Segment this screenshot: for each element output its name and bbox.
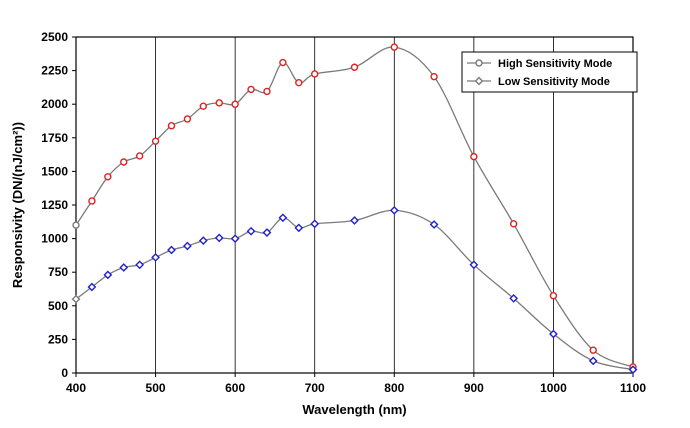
y-tick-label: 0: [61, 366, 68, 380]
data-point: [246, 226, 256, 236]
y-tick-label: 1750: [41, 131, 68, 145]
data-point: [470, 152, 478, 161]
data-point: [262, 228, 272, 237]
data-point: [628, 365, 638, 375]
x-tick-label: 600: [225, 381, 245, 395]
data-point: [310, 219, 320, 229]
x-tick-label: 1000: [540, 381, 567, 395]
legend-marker: [475, 59, 483, 67]
data-point: [430, 72, 438, 81]
data-point: [87, 282, 97, 292]
data-point: [509, 220, 518, 228]
data-point: [247, 85, 255, 94]
data-point: [135, 152, 144, 160]
data-point: [167, 122, 176, 130]
data-point: [549, 329, 558, 339]
data-point: [429, 220, 439, 229]
data-point: [278, 213, 288, 223]
legend-label: Low Sensitivity Mode: [498, 76, 610, 88]
y-tick-label: 1500: [41, 164, 68, 178]
data-point: [151, 253, 160, 262]
data-point: [231, 100, 239, 108]
series-high-sensitivity: [72, 43, 637, 371]
data-point: [214, 233, 224, 243]
data-point: [215, 99, 223, 107]
data-point: [167, 245, 176, 255]
data-point: [183, 115, 192, 123]
data-point: [295, 78, 303, 87]
data-point: [120, 158, 128, 166]
y-tick-label: 1000: [41, 232, 68, 246]
y-tick-labels: 0 250 500 750 1000 1250 1500 1750 2000 2250 2500: [41, 30, 76, 380]
x-tick-label: 800: [384, 381, 404, 395]
legend: High Sensitivity Mode Low Sensitivity Mod…: [461, 51, 638, 93]
x-tick-label: 1100: [620, 381, 646, 395]
data-point: [88, 197, 96, 205]
legend-label: High Sensitivity Mode: [498, 58, 612, 70]
legend-item: High Sensitivity Mode: [467, 58, 612, 70]
x-axis-title: Wavelength (nm): [302, 402, 406, 417]
data-point: [294, 223, 304, 233]
grid: [75, 37, 634, 373]
data-point: [549, 292, 558, 300]
data-point: [390, 43, 398, 51]
legend-marker: [474, 76, 484, 86]
data-point: [104, 173, 112, 181]
y-tick-label: 500: [48, 299, 68, 313]
data-point: [199, 102, 208, 110]
legend-box: [461, 51, 638, 93]
data-point: [350, 216, 359, 225]
data-point: [135, 260, 145, 270]
data-point: [509, 294, 519, 303]
y-axis-title: Responsivity (DN/(nJ/cm²)): [10, 122, 25, 288]
data-point: [119, 263, 129, 272]
y-tick-label: 1250: [41, 198, 68, 212]
data-point: [389, 205, 399, 215]
data-point: [198, 236, 208, 246]
x-tick-labels: 400 500 600 700 800 900 1000 1100: [66, 373, 646, 395]
y-tick-label: 250: [48, 332, 68, 346]
data-point: [311, 70, 319, 78]
legend-item: Low Sensitivity Mode: [467, 76, 610, 88]
x-tick-label: 700: [305, 381, 325, 395]
data-point: [279, 58, 287, 67]
x-tick-label: 400: [66, 381, 86, 395]
y-tick-label: 750: [48, 265, 68, 279]
y-tick-label: 2500: [41, 30, 68, 44]
data-point: [230, 234, 240, 243]
data-point: [71, 294, 81, 304]
y-tick-label: 2250: [41, 64, 68, 78]
data-point: [350, 63, 359, 71]
series-layer: [71, 43, 638, 375]
x-tick-label: 900: [464, 381, 484, 395]
series-line: [75, 46, 634, 368]
x-tick-label: 500: [146, 381, 166, 395]
data-point: [103, 270, 113, 280]
data-point: [183, 241, 192, 251]
data-point: [589, 346, 597, 354]
series-low-sensitivity: [71, 205, 638, 375]
data-point: [72, 221, 80, 229]
data-point: [588, 356, 598, 366]
data-point: [151, 137, 160, 145]
data-point: [263, 87, 271, 96]
y-tick-label: 2000: [41, 97, 68, 111]
data-point: [469, 260, 479, 270]
